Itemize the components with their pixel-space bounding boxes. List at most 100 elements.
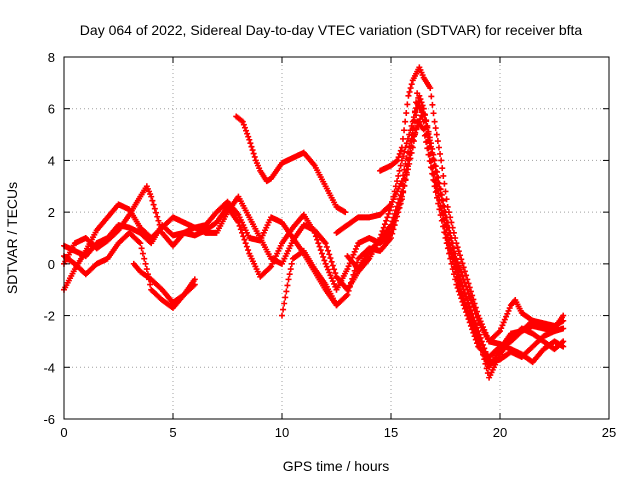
data-point (461, 290, 468, 297)
data-point (460, 264, 467, 271)
data-point (472, 321, 479, 328)
data-point (285, 276, 292, 283)
data-point (150, 201, 157, 208)
data-point (388, 235, 394, 241)
data-point (421, 125, 428, 132)
data-point (383, 217, 390, 224)
y-tick-label: -6 (43, 412, 55, 427)
data-point (139, 250, 146, 257)
data-point (442, 188, 449, 195)
data-point (473, 324, 480, 331)
data-point (281, 300, 288, 307)
data-point (435, 174, 442, 181)
data-point (345, 287, 352, 294)
series-trace-9 (333, 90, 558, 366)
data-point (410, 117, 417, 124)
data-point (461, 268, 468, 275)
data-point (426, 151, 433, 158)
data-point (434, 168, 441, 175)
data-point (437, 150, 444, 157)
data-point (413, 112, 420, 119)
data-point (388, 222, 394, 229)
data-point (460, 286, 467, 293)
data-point (447, 241, 454, 248)
data-point (450, 256, 457, 263)
data-point (430, 171, 437, 178)
data-point (142, 260, 149, 267)
data-point (475, 328, 482, 335)
data-point (342, 209, 349, 216)
data-point (147, 281, 154, 288)
data-point (440, 212, 447, 219)
data-point (316, 243, 323, 250)
data-point (457, 252, 464, 259)
data-point (429, 164, 436, 171)
data-point (464, 312, 471, 319)
data-point (482, 348, 489, 355)
data-point (467, 288, 474, 295)
data-point (322, 240, 329, 247)
data-point (392, 207, 399, 214)
data-point (401, 127, 408, 134)
data-point (415, 94, 422, 101)
y-tick-label: 6 (48, 102, 55, 117)
data-point (237, 226, 244, 233)
data-point (397, 147, 404, 154)
data-point (312, 233, 319, 240)
data-point (466, 284, 473, 291)
data-point (384, 214, 391, 221)
data-point (448, 246, 455, 253)
data-point (251, 153, 258, 160)
data-point (326, 251, 333, 258)
data-point (247, 140, 254, 147)
data-point (151, 205, 158, 212)
data-point (463, 272, 470, 279)
data-point (432, 125, 439, 132)
data-point (311, 229, 318, 236)
data-point (288, 260, 295, 267)
data-point (418, 109, 425, 116)
data-point (396, 195, 403, 202)
data-point (138, 245, 145, 252)
data-point (241, 236, 248, 243)
data-point (425, 128, 432, 135)
data-point (463, 309, 470, 316)
data-point (401, 166, 408, 173)
data-point (443, 196, 450, 203)
data-point (323, 243, 330, 250)
data-point (390, 214, 397, 221)
y-tick-label: 4 (48, 153, 55, 168)
data-point (429, 145, 436, 152)
data-point (454, 284, 461, 291)
data-point (440, 172, 447, 179)
data-point (459, 283, 466, 290)
data-point (457, 276, 464, 283)
data-point (450, 271, 457, 278)
grid-lines (64, 57, 609, 419)
series-trace-7 (279, 105, 567, 381)
data-point (395, 199, 402, 206)
data-point (444, 203, 451, 210)
data-point (431, 157, 438, 164)
data-point (149, 197, 156, 204)
data-point (442, 222, 449, 229)
data-point (478, 338, 485, 345)
data-point (437, 202, 444, 209)
y-tick-label: -4 (43, 360, 55, 375)
data-point (404, 149, 411, 156)
data-point (429, 101, 436, 108)
data-point (245, 247, 252, 254)
data-point (466, 303, 473, 310)
data-point (408, 132, 415, 139)
data-point (239, 118, 246, 125)
data-point (415, 119, 422, 126)
data-point (407, 85, 414, 92)
data-point (453, 240, 460, 247)
plot-frame (63, 56, 610, 420)
series-trace-4 (61, 229, 198, 311)
data-point (404, 101, 411, 108)
data-point (350, 271, 357, 278)
data-point (400, 172, 407, 179)
data-point (349, 275, 356, 282)
